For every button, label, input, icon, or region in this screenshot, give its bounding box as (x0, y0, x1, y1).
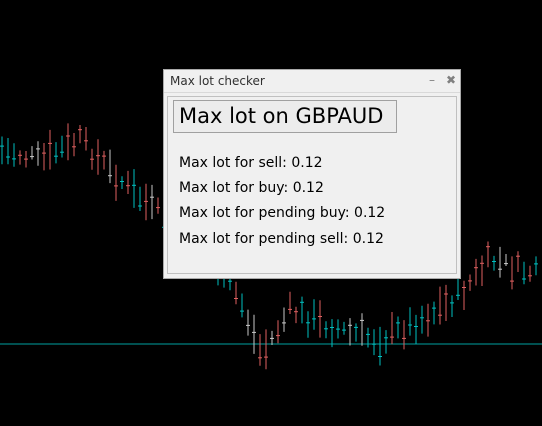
max-lot-checker-dialog: Max lot checker – ✖ Max lot on GBPAUD Ma… (163, 69, 461, 279)
row-label: Max lot for pending buy: (179, 205, 350, 221)
row-value: 0.12 (352, 231, 384, 247)
row-value: 0.12 (291, 155, 323, 171)
row-max-lot-buy: Max lot for buy: 0.12 (179, 180, 324, 196)
row-label: Max lot for pending sell: (179, 231, 349, 247)
minimize-icon[interactable]: – (429, 73, 435, 87)
row-label: Max lot for sell: (179, 155, 287, 171)
dialog-title: Max lot checker (170, 74, 265, 88)
row-max-lot-pending-sell: Max lot for pending sell: 0.12 (179, 231, 384, 247)
row-value: 0.12 (354, 205, 386, 221)
row-max-lot-pending-buy: Max lot for pending buy: 0.12 (179, 205, 385, 221)
row-label: Max lot for buy: (179, 180, 289, 196)
symbol-header: Max lot on GBPAUD (173, 100, 397, 133)
row-max-lot-sell: Max lot for sell: 0.12 (179, 155, 323, 171)
dialog-titlebar[interactable]: Max lot checker – ✖ (164, 70, 460, 93)
close-icon[interactable]: ✖ (445, 73, 457, 87)
dialog-client-area: Max lot on GBPAUD Max lot for sell: 0.12… (167, 96, 457, 274)
candlestick-bars (0, 123, 538, 370)
row-value: 0.12 (292, 180, 324, 196)
